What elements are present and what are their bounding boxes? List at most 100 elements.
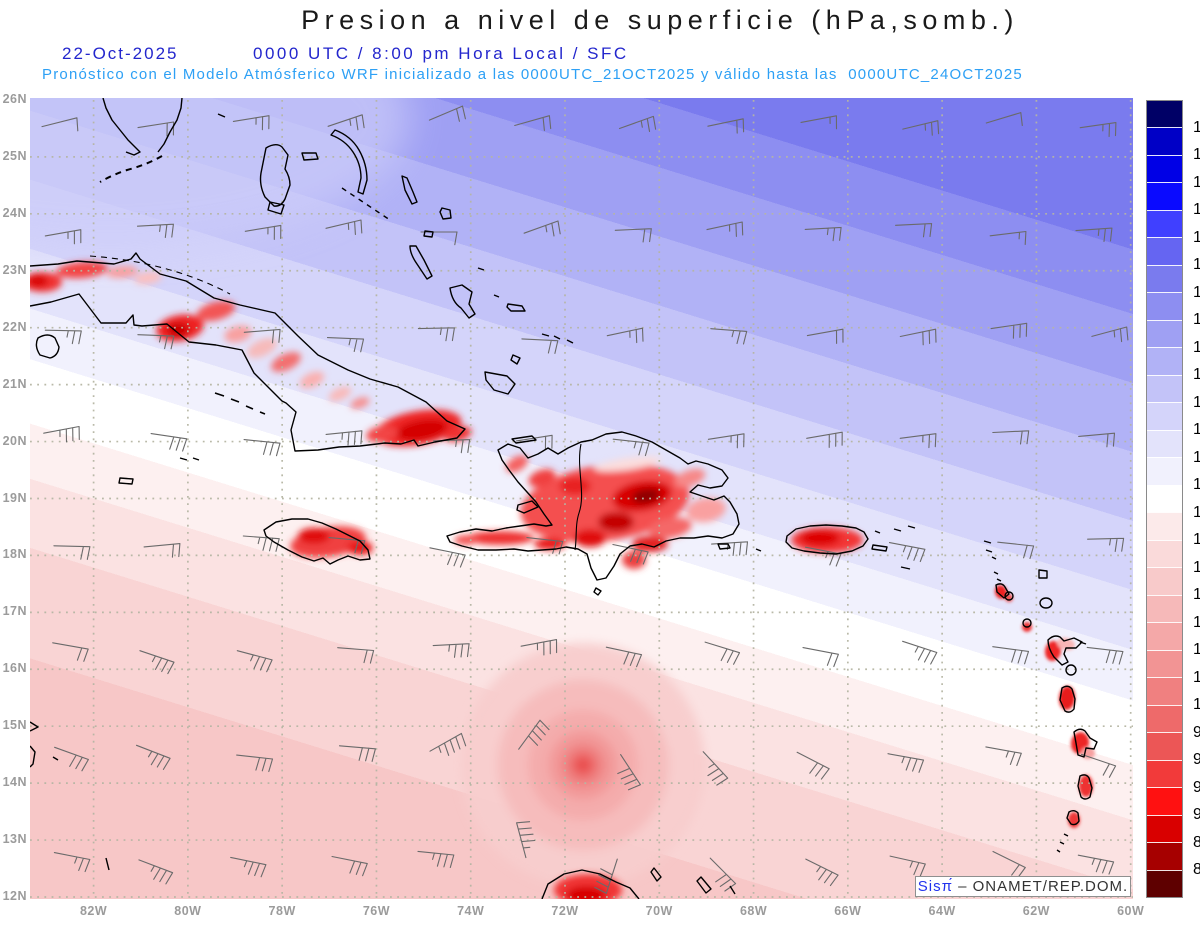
coast-florida-west — [102, 98, 141, 156]
lon-label: 62W — [1022, 904, 1050, 918]
lon-label: 78W — [268, 904, 296, 918]
wind-barb — [137, 121, 175, 137]
wind-barb — [1078, 432, 1116, 448]
colorbar-segment — [1147, 622, 1182, 650]
wind-barb — [802, 647, 839, 668]
wind-barb — [707, 118, 745, 134]
coast-jardines-cays — [214, 392, 266, 415]
coast-andros — [259, 144, 291, 207]
wind-barb — [428, 105, 466, 122]
wind-barb — [992, 430, 1030, 445]
wind-barb — [888, 542, 926, 563]
wind-barb — [417, 327, 455, 342]
coast-guajira — [541, 869, 640, 899]
lat-label: 20N — [2, 433, 27, 448]
wind-barb — [1079, 122, 1117, 138]
wind-barb — [325, 219, 363, 236]
coast-florida-east — [157, 98, 183, 153]
lat-label: 26N — [2, 92, 27, 106]
lat-label: 14N — [2, 775, 27, 790]
coast-crooked-acklins — [449, 284, 476, 319]
wind-barb — [429, 732, 467, 756]
lon-label: 66W — [834, 904, 862, 918]
wind-barb — [236, 650, 273, 673]
coast-st-kitts-nevis — [995, 583, 1014, 601]
wind-barb — [1091, 326, 1129, 343]
coast-new-providence — [301, 152, 319, 161]
wind-barb — [243, 328, 281, 344]
colorbar-label: 1018 — [1193, 366, 1200, 384]
wind-barb — [518, 719, 550, 750]
wind-barb — [1075, 227, 1113, 243]
wind-barb — [429, 547, 466, 568]
wind-barb — [327, 114, 365, 131]
watermark-org: – ONAMET/REP.DOM. — [952, 878, 1129, 895]
wind-barb — [53, 852, 91, 873]
wind-barb — [804, 546, 842, 567]
coast-turks-caicos — [541, 333, 574, 344]
wind-barb — [614, 228, 652, 243]
lon-label: 60W — [1117, 904, 1145, 918]
coast-barbuda — [1038, 569, 1048, 579]
colorbar-label: 1040 — [1193, 146, 1200, 164]
wind-barb — [143, 543, 181, 558]
wind-barb — [899, 433, 937, 449]
wind-barb — [138, 859, 174, 885]
coast-andros-south — [267, 201, 285, 215]
coast-grenadines — [1056, 833, 1069, 853]
coast-samana-cay — [477, 267, 485, 271]
colorbar-label: 1010 — [1193, 558, 1200, 576]
colorbar-segment — [1147, 209, 1182, 238]
coast-anguilla-group — [983, 540, 997, 560]
colorbar-label: 1015 — [1193, 448, 1200, 466]
colorbar-label: 1025 — [1193, 256, 1200, 274]
wind-barbs — [41, 105, 1129, 894]
coast-san-salvador — [439, 207, 452, 220]
wind-barb — [902, 120, 940, 136]
wind-barb — [989, 230, 1027, 246]
wind-barb — [895, 223, 933, 238]
colorbar-segment — [1147, 429, 1182, 458]
wind-barb — [612, 438, 650, 457]
colorbar-segment — [1147, 182, 1182, 210]
coast-montserrat — [1022, 618, 1032, 628]
colorbar-segment — [1147, 154, 1182, 183]
colorbar-segment — [1147, 787, 1182, 815]
coast-hispaniola — [446, 431, 740, 581]
lat-label: 15N — [2, 718, 27, 733]
wind-barb — [232, 115, 270, 131]
coastlines — [30, 98, 1098, 899]
colorbar-segment — [1147, 127, 1182, 155]
colorbar-segment — [1147, 264, 1182, 293]
colorbar-label: 1030 — [1193, 201, 1200, 219]
colorbar-segment — [1147, 402, 1182, 430]
colorbar-segment — [1147, 649, 1182, 678]
colorbar-segment — [1147, 842, 1182, 870]
forecast-note: Pronóstico con el Modelo Atmósferico WRF… — [42, 66, 1023, 83]
colorbar-segment — [1147, 347, 1182, 375]
wind-barb — [54, 746, 89, 772]
coast-grand-cayman — [118, 477, 134, 485]
wind-barb — [521, 338, 559, 354]
lon-label: 72W — [551, 904, 579, 918]
wind-barb — [1077, 854, 1115, 875]
wind-barb — [242, 535, 280, 552]
lon-label: 76W — [362, 904, 391, 918]
coast-nicaragua-cays — [30, 721, 59, 768]
wind-barb — [135, 744, 171, 770]
colorbar-segment — [1147, 237, 1182, 265]
coast-guadeloupe — [1047, 635, 1083, 666]
wind-barb — [704, 641, 741, 665]
lat-label: 21N — [2, 376, 27, 391]
colorbar-segment — [1147, 374, 1182, 403]
wind-barb — [902, 640, 938, 665]
lat-label: 13N — [2, 832, 27, 847]
coast-saona — [717, 543, 731, 550]
lon-label: 64W — [928, 904, 956, 918]
page-title: Presion a nivel de superficie (hPa,somb.… — [301, 5, 1019, 35]
colorbar-label: 1013 — [1193, 503, 1200, 521]
lat-label: 25N — [2, 148, 27, 163]
coast-tortuga — [511, 435, 537, 444]
coast-aruba — [650, 867, 662, 882]
colorbar-label: 1016 — [1193, 421, 1200, 439]
